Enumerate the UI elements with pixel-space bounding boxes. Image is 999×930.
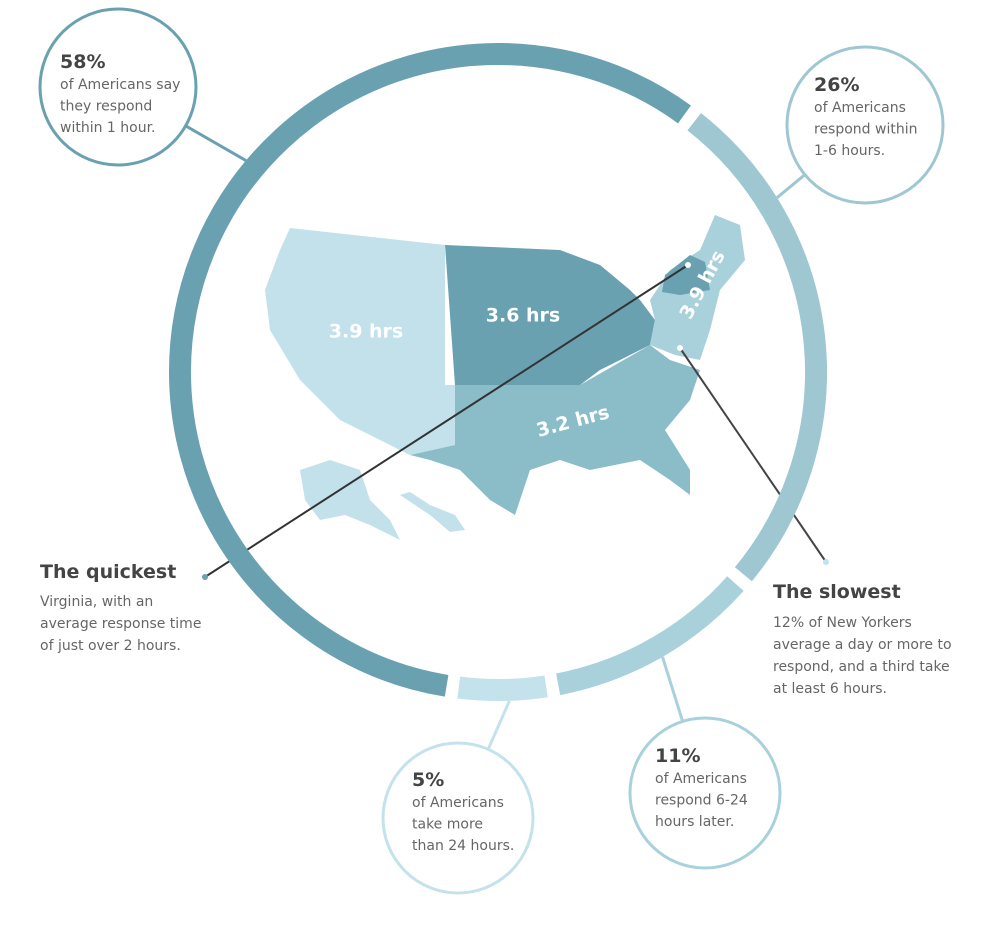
- bubble-text: of Americans: [412, 795, 504, 811]
- connector: [184, 124, 247, 162]
- ring-segment: [169, 43, 691, 697]
- us-map: [265, 215, 745, 540]
- ring-segment: [457, 675, 548, 701]
- callout-text: average response time: [40, 616, 201, 632]
- bubble-text: take more: [412, 817, 483, 833]
- region-south: [410, 345, 700, 515]
- connector: [679, 347, 827, 563]
- dot: [202, 574, 208, 580]
- dot: [823, 559, 829, 565]
- bubble-text: of Americans: [814, 100, 906, 116]
- callout-text: average a day or more to: [773, 637, 952, 653]
- callout-text: at least 6 hours.: [773, 681, 887, 697]
- bubble-percent: 58%: [60, 51, 105, 73]
- bubble-text: hours later.: [655, 814, 734, 830]
- connector: [486, 700, 511, 750]
- callout-text: of just over 2 hours.: [40, 638, 181, 654]
- callout-title: The slowest: [773, 581, 901, 603]
- dot: [685, 262, 691, 268]
- region-midwest: [445, 245, 655, 385]
- bubble-text: they respond: [60, 99, 152, 115]
- connector: [661, 656, 685, 722]
- bubble-text: 1-6 hours.: [814, 143, 885, 159]
- region-west: [265, 228, 455, 455]
- ring-segment: [687, 113, 827, 582]
- bubble: [381, 741, 535, 895]
- region-label: 3.9 hrs: [329, 321, 403, 343]
- bubble: [38, 7, 198, 167]
- callout-text: respond, and a third take: [773, 659, 950, 675]
- bubble-text: than 24 hours.: [412, 838, 514, 854]
- callout-title: The quickest: [40, 561, 176, 583]
- bubble-percent: 5%: [412, 769, 444, 791]
- bubble-text: of Americans say: [60, 77, 180, 93]
- bubble-percent: 11%: [655, 745, 700, 767]
- region-hawaii: [400, 492, 465, 532]
- ring-segment: [556, 576, 744, 696]
- dot: [677, 345, 683, 351]
- region-alaska: [300, 460, 400, 540]
- bubble-text: within 1 hour.: [60, 120, 156, 136]
- bubble-percent: 26%: [814, 74, 859, 96]
- bubble-text: respond 6-24: [655, 793, 748, 809]
- connector: [776, 173, 806, 199]
- callout-text: 12% of New Yorkers: [773, 615, 912, 631]
- bubble-text: respond within: [814, 122, 917, 138]
- callout-text: Virginia, with an: [40, 594, 153, 610]
- connector: [204, 264, 689, 578]
- bubble-text: of Americans: [655, 771, 747, 787]
- region-new-york: [662, 255, 710, 295]
- region-label: 3.6 hrs: [486, 305, 560, 327]
- bubble: [785, 45, 945, 205]
- bubble: [628, 716, 782, 870]
